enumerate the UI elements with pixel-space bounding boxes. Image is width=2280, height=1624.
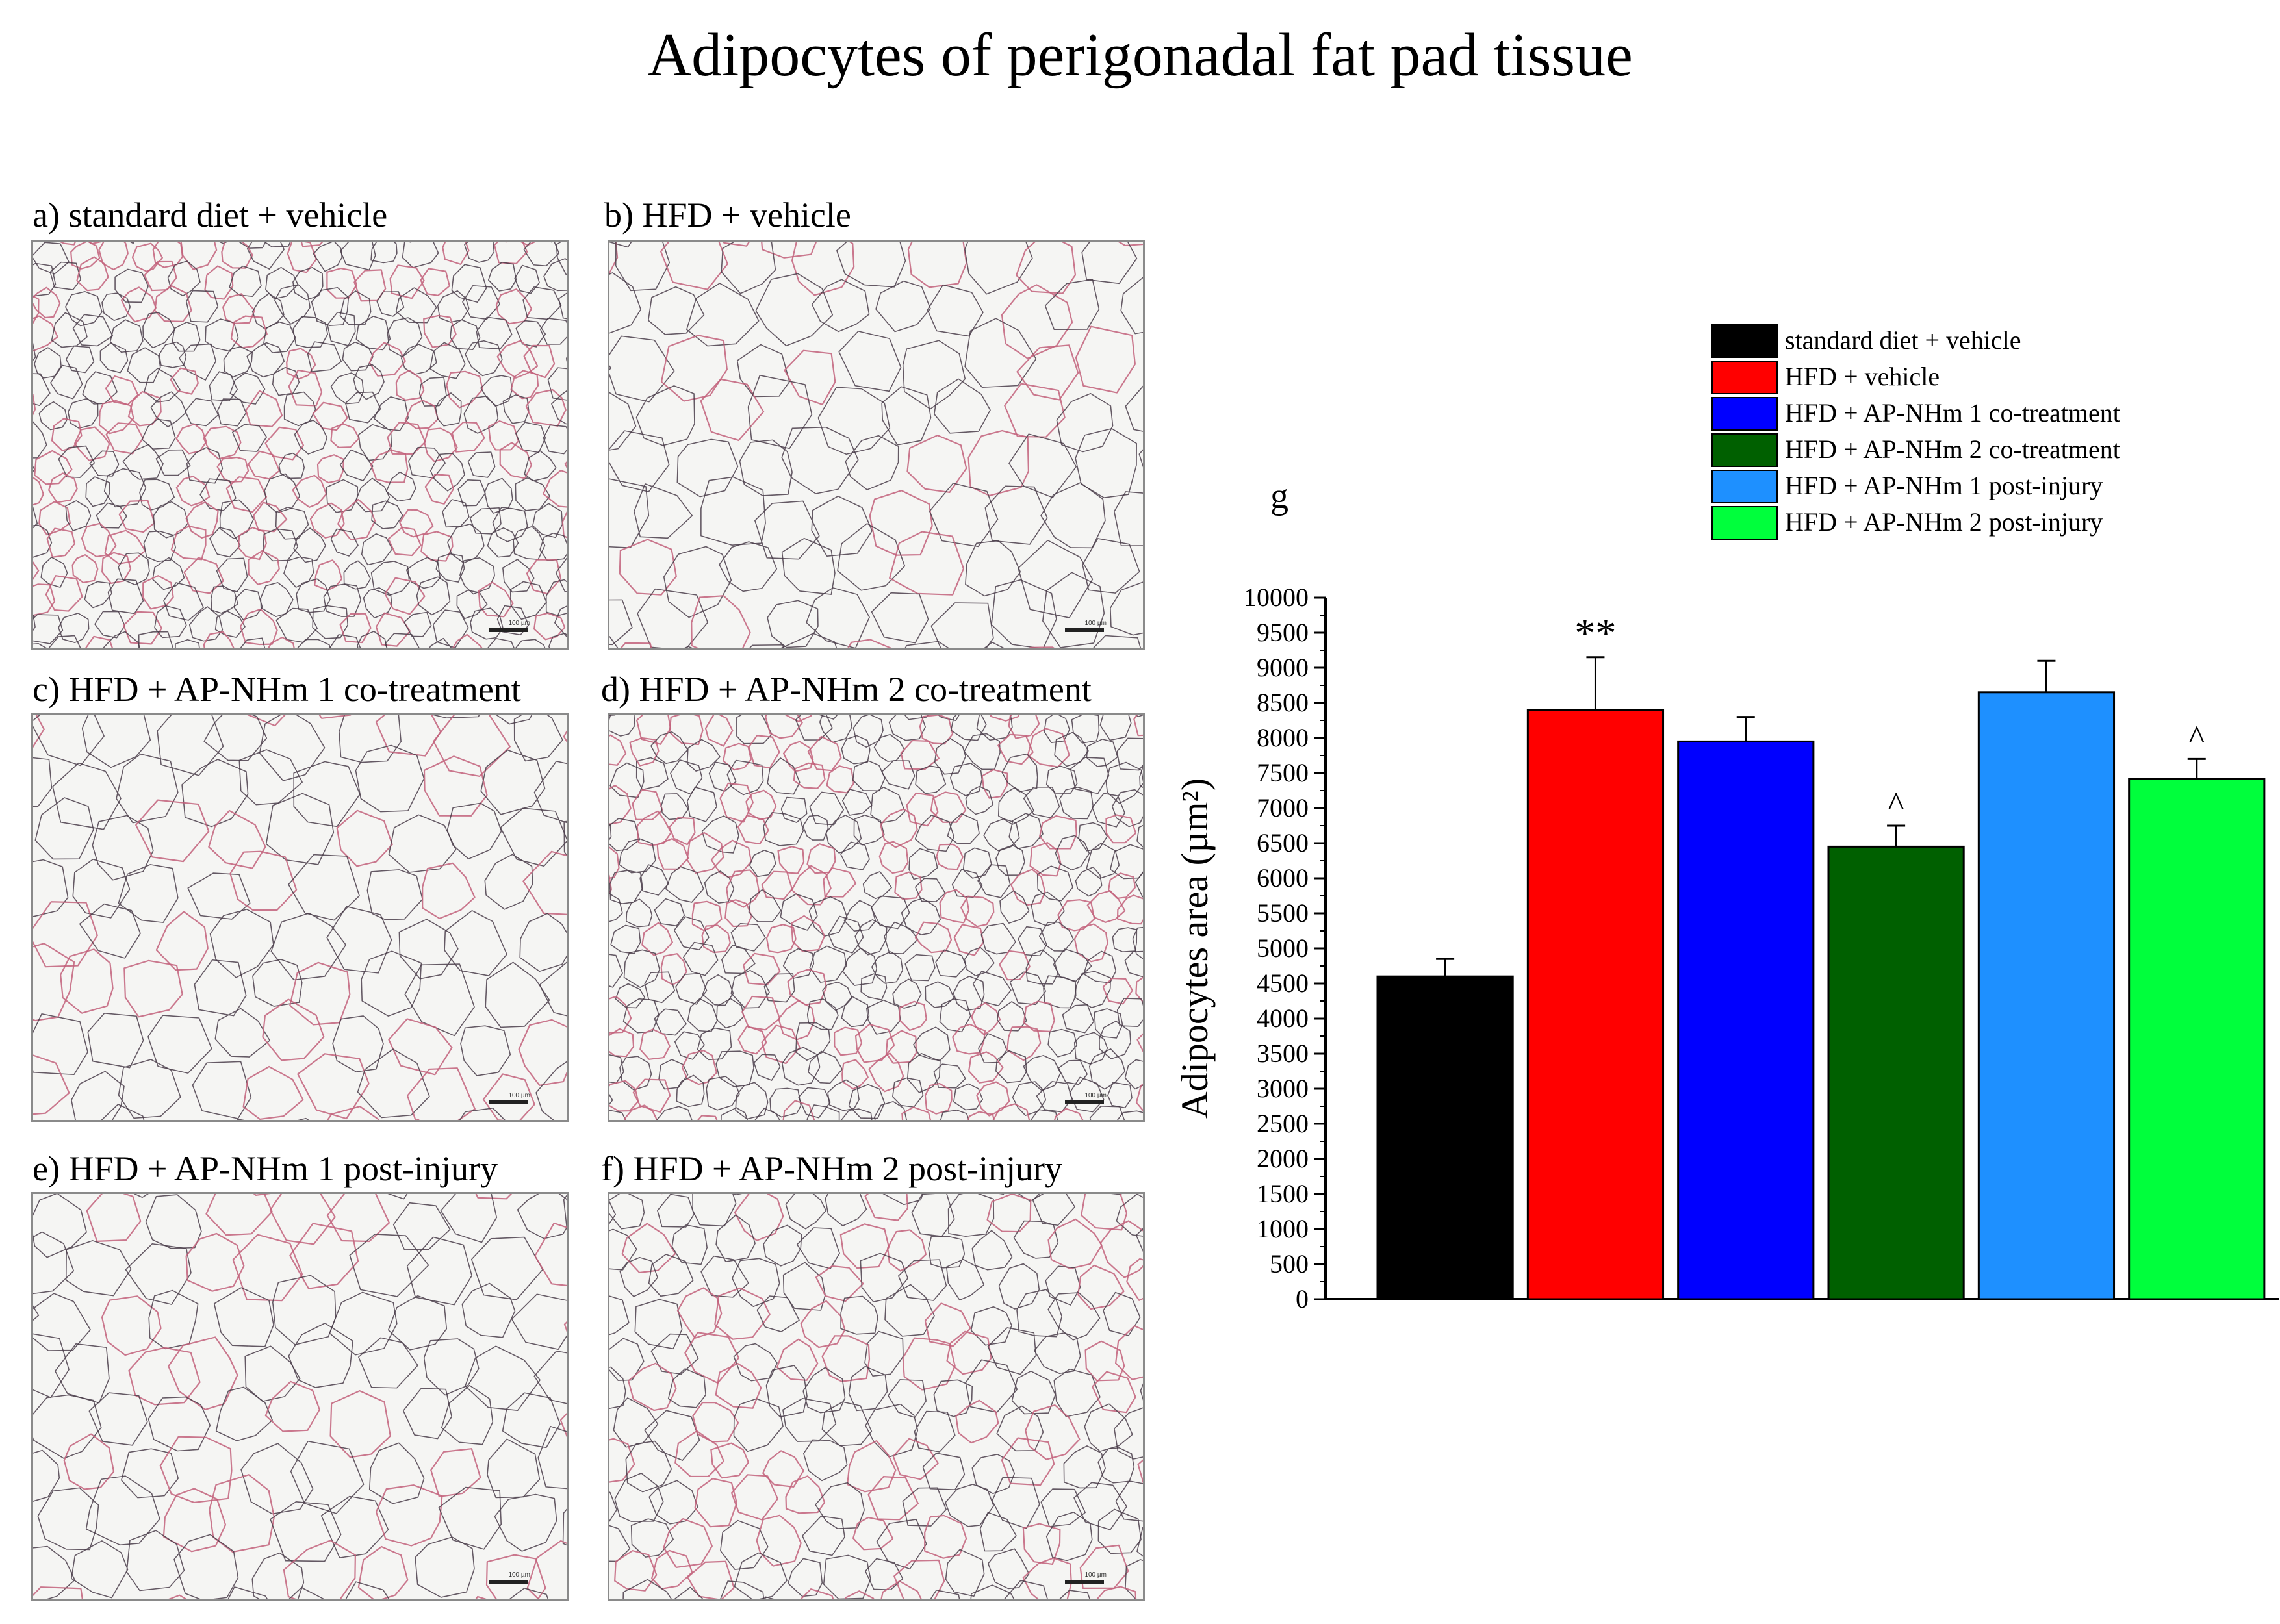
scale-bar — [489, 1100, 528, 1104]
micrograph-c-image — [33, 715, 567, 1120]
y-tick-label: 5000 — [1257, 933, 1309, 963]
y-tick-label: 4500 — [1257, 969, 1309, 998]
y-tick-label: 8000 — [1257, 723, 1309, 752]
legend-swatch — [1711, 506, 1778, 540]
y-tick-label: 9000 — [1257, 653, 1309, 682]
y-axis-label: Adipocytes area (µm²) — [1173, 778, 1216, 1119]
legend-swatch — [1711, 361, 1778, 394]
y-tick-label: 5500 — [1257, 898, 1309, 928]
panel-caption-c: c) HFD + AP-NHm 1 co-treatment — [32, 670, 521, 709]
y-tick-label: 1500 — [1257, 1179, 1309, 1208]
panel-caption-a: a) standard diet + vehicle — [32, 196, 388, 235]
chart-panel-label: g — [1270, 476, 1288, 516]
bar — [1977, 691, 2116, 1300]
y-tick-label: 6000 — [1257, 863, 1309, 893]
scale-bar-label: 100 µm — [1084, 620, 1107, 627]
y-tick-label: 7000 — [1257, 793, 1309, 822]
micrograph-e: 100 µm — [31, 1192, 569, 1601]
panel-caption-e: e) HFD + AP-NHm 1 post-injury — [32, 1149, 498, 1188]
y-tick-label: 2500 — [1257, 1109, 1309, 1138]
legend-swatch — [1711, 433, 1778, 467]
y-tick-label: 2000 — [1257, 1144, 1309, 1173]
scale-bar-label: 100 µm — [508, 1571, 530, 1579]
micrograph-d: 100 µm — [608, 713, 1145, 1122]
scale-bar — [1065, 628, 1104, 632]
micrograph-b: 100 µm — [608, 240, 1145, 650]
y-tick-label: 500 — [1270, 1249, 1309, 1278]
micrograph-e-image — [33, 1194, 567, 1599]
y-tick-label: 4000 — [1257, 1004, 1309, 1033]
bar — [1526, 709, 1665, 1300]
bar — [1827, 845, 1965, 1300]
scale-bar — [1065, 1580, 1104, 1584]
significance-annotation: ^ — [1888, 786, 1904, 823]
figure-title: Adipocytes of perigonadal fat pad tissue — [647, 21, 1633, 89]
y-tick-label: 1000 — [1257, 1214, 1309, 1243]
scale-bar-label: 100 µm — [1084, 1092, 1107, 1099]
y-tick-label: 3500 — [1257, 1039, 1309, 1068]
micrograph-d-image — [609, 715, 1143, 1120]
legend-swatch — [1711, 397, 1778, 431]
legend-swatch — [1711, 470, 1778, 503]
micrograph-f: 100 µm — [608, 1192, 1145, 1601]
y-tick-label: 3000 — [1257, 1074, 1309, 1103]
bar — [2128, 778, 2266, 1300]
y-tick-label: 8500 — [1257, 688, 1309, 717]
panel-caption-b: b) HFD + vehicle — [604, 196, 851, 235]
legend-label: HFD + AP-NHm 1 co-treatment — [1785, 398, 2120, 427]
scale-bar — [489, 628, 528, 632]
legend-label: HFD + AP-NHm 2 post-injury — [1785, 507, 2103, 537]
scale-bar — [489, 1580, 528, 1584]
legend-label: standard diet + vehicle — [1785, 325, 2021, 355]
micrograph-a: 100 µm — [31, 240, 569, 650]
bar-chart: g 0 500 1000 1500 2000 2500 3000 3500 4000 4500 500… — [1173, 324, 2279, 1313]
scale-bar-label: 100 µm — [508, 620, 530, 627]
micrograph-f-image — [609, 1194, 1143, 1599]
scale-bar-label: 100 µm — [1084, 1571, 1107, 1579]
legend-label: HFD + AP-NHm 2 co-treatment — [1785, 435, 2120, 464]
micrograph-a-image — [33, 242, 567, 648]
legend-label: HFD + AP-NHm 1 post-injury — [1785, 471, 2103, 500]
scale-bar — [1065, 1100, 1104, 1104]
panel-caption-d: d) HFD + AP-NHm 2 co-treatment — [601, 670, 1092, 709]
y-tick-label: 7500 — [1257, 758, 1309, 787]
bar — [1677, 740, 1815, 1300]
micrograph-c: 100 µm — [31, 713, 569, 1122]
y-tick-label: 0 — [1296, 1284, 1309, 1313]
y-tick-label: 10000 — [1244, 583, 1309, 612]
micrograph-b-image — [609, 242, 1143, 648]
significance-annotation: ** — [1574, 610, 1616, 656]
y-tick-label: 6500 — [1257, 828, 1309, 857]
panel-caption-f: f) HFD + AP-NHm 2 post-injury — [601, 1149, 1062, 1188]
y-tick-label: 9500 — [1257, 618, 1309, 647]
significance-annotation: ^ — [2189, 719, 2205, 756]
legend-label: HFD + vehicle — [1785, 362, 1940, 391]
bar — [1376, 975, 1514, 1300]
scale-bar-label: 100 µm — [508, 1092, 530, 1099]
legend-swatch — [1711, 324, 1778, 358]
